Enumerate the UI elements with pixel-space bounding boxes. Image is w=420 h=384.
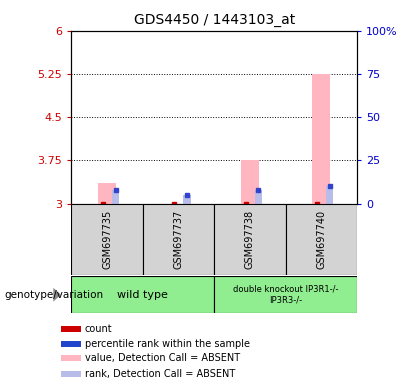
Bar (61, 341, 81, 347)
Bar (214, 204, 286, 275)
Text: percentile rank within the sample: percentile rank within the sample (85, 339, 250, 349)
Bar (143, 204, 214, 275)
Bar (61, 371, 81, 377)
Text: count: count (85, 324, 113, 334)
Bar (214, 276, 357, 313)
Bar (71, 276, 214, 313)
Title: GDS4450 / 1443103_at: GDS4450 / 1443103_at (134, 13, 295, 27)
Bar (241, 161, 259, 204)
Bar (61, 356, 81, 361)
Text: GSM697740: GSM697740 (316, 210, 326, 268)
Bar (255, 190, 262, 204)
Bar (61, 326, 81, 332)
Bar (184, 195, 191, 204)
Bar (98, 184, 116, 204)
Text: double knockout IP3R1-/-
IP3R3-/-: double knockout IP3R1-/- IP3R3-/- (233, 285, 339, 305)
Polygon shape (53, 288, 61, 302)
Text: rank, Detection Call = ABSENT: rank, Detection Call = ABSENT (85, 369, 235, 379)
Text: genotype/variation: genotype/variation (4, 290, 103, 300)
Text: GSM697737: GSM697737 (173, 209, 184, 269)
Bar (326, 186, 333, 204)
Text: GSM697735: GSM697735 (102, 209, 112, 269)
Bar (71, 204, 143, 275)
Bar (112, 190, 119, 204)
Bar (286, 204, 357, 275)
Text: GSM697738: GSM697738 (245, 210, 255, 268)
Text: wild type: wild type (117, 290, 168, 300)
Text: value, Detection Call = ABSENT: value, Detection Call = ABSENT (85, 353, 240, 364)
Bar (312, 74, 330, 204)
